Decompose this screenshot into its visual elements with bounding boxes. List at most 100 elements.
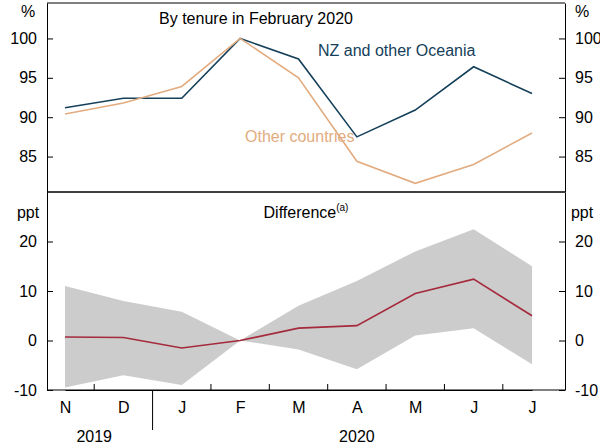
x-tick-label: J (178, 399, 186, 416)
y-axis-line (565, 4, 566, 193)
x-separator-tick (152, 390, 153, 430)
frame-bottom (47, 192, 565, 193)
x-tick: M (409, 390, 422, 416)
x-separator-tick (327, 384, 328, 390)
series-line (65, 38, 532, 136)
series-label: NZ and other Oceania (318, 42, 476, 59)
y-tick-label: 100 (10, 30, 37, 47)
x-tick-label: D (118, 399, 130, 416)
x-tick-label: J (470, 399, 478, 416)
y-tick-label: 20 (19, 233, 37, 250)
y-tick-mark (47, 341, 53, 342)
x-tick-label: A (352, 399, 363, 416)
y-tick-label: 0 (575, 332, 584, 349)
y-tick: 100 (559, 30, 600, 47)
y-tick: 85 (559, 148, 593, 165)
x-axis: NDJFMAMJJ (60, 390, 537, 416)
x-tick-label: M (292, 399, 305, 416)
panel-0: 85 90 95 100 85 90 95 100%% By tenure in Februar… (10, 3, 600, 193)
y-tick-mark (559, 38, 565, 39)
x-tick: F (236, 390, 246, 416)
y-tick: 90 (19, 109, 53, 126)
x-tick-label: J (529, 399, 537, 416)
x-tick: M (292, 390, 305, 416)
y-tick: 90 (559, 109, 593, 126)
title-text: By tenure in February 2020 (159, 10, 353, 27)
x-tick: N (60, 390, 72, 416)
x-tick: J (178, 390, 186, 416)
y-tick-label: 90 (575, 109, 593, 126)
y-tick-label: 0 (28, 332, 37, 349)
y-axis-line (47, 4, 48, 193)
x-separator-tick (94, 384, 95, 390)
year-label: 2019 (76, 428, 112, 442)
x-separator-tick (502, 384, 503, 390)
y-axis-right: -10 0 10 20 (559, 193, 598, 399)
x-tick: A (352, 390, 363, 416)
plot-area (65, 38, 532, 183)
y-tick: -10 (14, 382, 53, 399)
y-unit-right: % (575, 3, 589, 20)
title-note: (a) (336, 202, 348, 213)
y-tick-label: 95 (575, 69, 593, 86)
y-tick: 95 (19, 69, 53, 86)
y-tick-mark (47, 78, 53, 79)
series-line (65, 38, 532, 183)
y-unit-right: ppt (571, 204, 594, 221)
y-unit-left: % (21, 3, 35, 20)
y-tick-mark (559, 341, 565, 342)
frame-bottom (47, 390, 565, 391)
y-tick: 10 (19, 283, 53, 300)
y-tick-label: -10 (575, 382, 598, 399)
x-tick: D (118, 390, 130, 416)
y-tick-mark (559, 390, 565, 391)
x-separator-tick (269, 384, 270, 390)
frame-top (47, 192, 565, 193)
y-unit-left: ppt (17, 204, 40, 221)
chart: 859095100859095100%%By tenure in Februar… (0, 0, 600, 442)
x-tick: J (529, 390, 537, 416)
y-tick-label: 10 (575, 283, 593, 300)
y-tick-mark (559, 291, 565, 292)
y-tick-label: 85 (19, 148, 37, 165)
y-tick-label: 20 (575, 233, 593, 250)
y-tick-mark (47, 157, 53, 158)
y-tick: -10 (559, 382, 598, 399)
title-text: Difference (264, 204, 337, 221)
y-tick-label: 85 (575, 148, 593, 165)
y-tick-label: -10 (14, 382, 37, 399)
y-tick-label: 10 (19, 283, 37, 300)
y-tick-mark (559, 78, 565, 79)
y-tick-mark (47, 390, 53, 391)
y-tick-mark (47, 38, 53, 39)
panel-1: -10 0 10 20 -10 0 10 20 ppt ppt Difference(a) N D J F M… (14, 192, 598, 442)
y-tick-mark (47, 291, 53, 292)
y-tick-mark (47, 117, 53, 118)
panel-title: By tenure in February 2020 (159, 10, 353, 27)
frame-top (47, 3, 565, 4)
y-tick: 95 (559, 69, 593, 86)
y-axis-left: -10 0 10 20 (14, 193, 53, 399)
y-tick-mark (559, 242, 565, 243)
y-tick: 85 (19, 148, 53, 165)
y-tick-label: 100 (575, 30, 600, 47)
plot-area (65, 229, 532, 387)
year-label: 2020 (339, 428, 375, 442)
y-tick-mark (559, 157, 565, 158)
x-tick-label: M (409, 399, 422, 416)
x-tick-label: N (60, 399, 72, 416)
y-tick: 100 (10, 30, 53, 47)
x-axis-line (66, 390, 533, 391)
confidence-band (65, 229, 532, 387)
y-tick-mark (47, 242, 53, 243)
y-tick-label: 90 (19, 109, 37, 126)
y-axis-left: 85 90 95 100 (10, 4, 53, 193)
y-axis-line (565, 193, 566, 391)
y-tick-label: 95 (19, 69, 37, 86)
y-axis-right: 85 90 95 100 (559, 4, 600, 193)
y-tick: 0 (559, 332, 584, 349)
x-tick-label: F (236, 399, 246, 416)
x-tick: J (470, 390, 478, 416)
y-tick: 20 (19, 233, 53, 250)
y-tick: 0 (28, 332, 53, 349)
